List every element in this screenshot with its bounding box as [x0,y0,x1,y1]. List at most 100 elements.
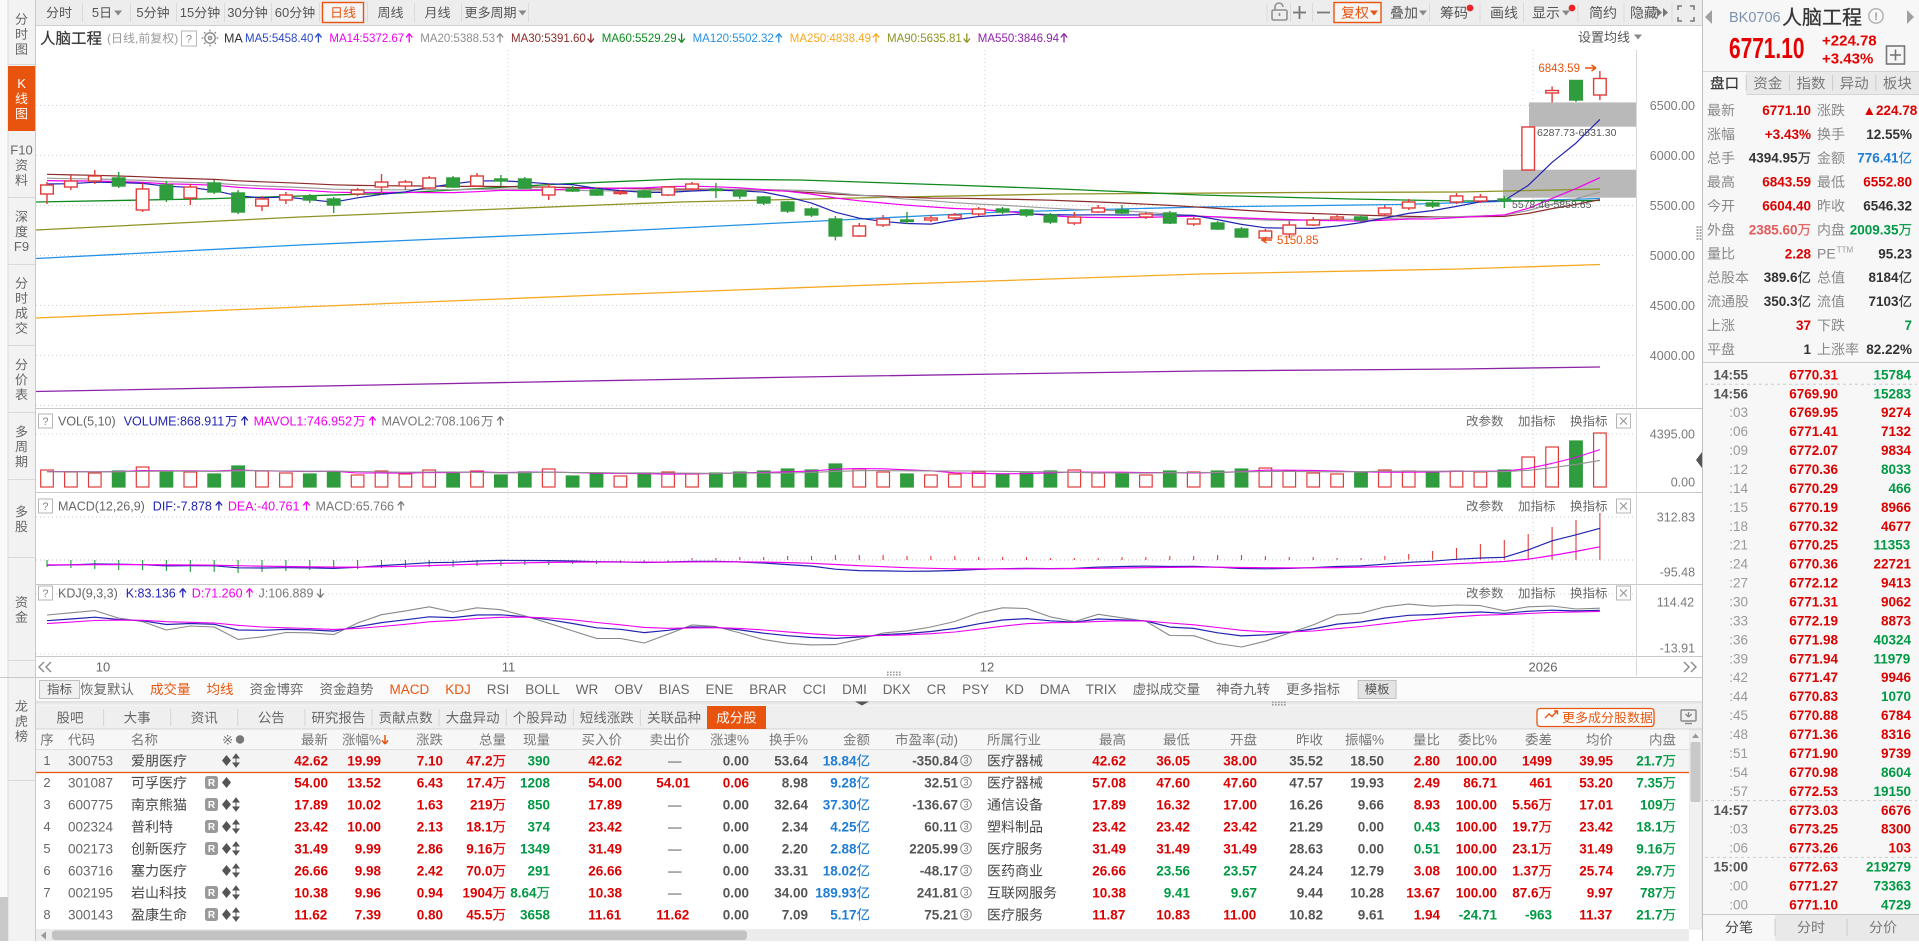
svg-text:CCI: CCI [803,682,826,697]
svg-text:4500.00: 4500.00 [1650,299,1695,313]
svg-text:600775: 600775 [68,797,113,812]
svg-text:1208: 1208 [520,775,551,790]
svg-text:6604.40: 6604.40 [1762,199,1811,214]
svg-text:17.89: 17.89 [588,797,622,812]
svg-text:0.06: 0.06 [723,775,750,790]
svg-text:6773.03: 6773.03 [1789,803,1838,818]
svg-text:6784: 6784 [1881,708,1912,723]
svg-text:ENE: ENE [706,682,734,697]
svg-text:▲224.78: ▲224.78 [1863,103,1918,118]
svg-text:1.94: 1.94 [1414,907,1441,922]
svg-text:12.79: 12.79 [1350,863,1384,878]
svg-text:28.63: 28.63 [1289,841,1323,856]
svg-text:17.89: 17.89 [294,797,328,812]
svg-text:5: 5 [43,841,50,856]
svg-text:29.7: 29.7 [1636,863,1662,878]
svg-text:0.00: 0.00 [723,797,749,812]
svg-text::12: :12 [1729,462,1748,477]
svg-text:MA5:5458.40: MA5:5458.40 [245,33,313,45]
svg-text:3: 3 [964,910,969,920]
svg-text:8604: 8604 [1881,765,1912,780]
svg-text:40324: 40324 [1874,632,1912,647]
svg-text:5578.46-5858.65: 5578.46-5858.65 [1512,199,1592,211]
svg-text:8033: 8033 [1881,462,1912,477]
svg-text::30: :30 [1729,595,1748,610]
svg-text:1349: 1349 [520,841,550,856]
svg-text:0.80: 0.80 [417,907,443,922]
svg-text:6843.59: 6843.59 [1762,175,1811,190]
svg-text:R: R [208,800,216,811]
svg-text:100.00: 100.00 [1456,841,1497,856]
svg-text:002173: 002173 [68,841,113,856]
svg-text::39: :39 [1729,651,1748,666]
svg-text:2.88: 2.88 [830,841,857,856]
svg-text:1070: 1070 [1881,689,1911,704]
svg-text:11353: 11353 [1874,538,1911,553]
svg-text:): ) [174,31,178,45]
svg-text:109: 109 [1640,797,1663,812]
svg-text:4.25: 4.25 [830,819,857,834]
svg-text:10.38: 10.38 [1092,885,1126,900]
svg-text:54.01: 54.01 [656,775,690,790]
svg-text:31.49: 31.49 [588,841,622,856]
svg-text:6: 6 [43,863,50,878]
svg-text:6771.94: 6771.94 [1789,651,1838,666]
svg-text:16.32: 16.32 [1156,797,1190,812]
svg-text:※: ※ [222,732,233,747]
svg-text:0.00: 0.00 [1358,841,1384,856]
svg-text:17.00: 17.00 [1223,797,1257,812]
svg-text::06: :06 [1729,841,1748,856]
svg-text:0.51: 0.51 [1414,841,1441,856]
svg-text:6770.36: 6770.36 [1789,462,1838,477]
svg-text:6770.19: 6770.19 [1789,500,1838,515]
svg-text:?: ? [42,416,48,428]
svg-text:2385.60: 2385.60 [1749,222,1798,237]
svg-text:R: R [208,778,216,789]
svg-text:6772.19: 6772.19 [1789,614,1838,629]
svg-text:350.3: 350.3 [1764,294,1798,309]
svg-text:21.29: 21.29 [1289,819,1323,834]
svg-text:37.30: 37.30 [823,797,857,812]
svg-text:389.6: 389.6 [1764,270,1798,285]
svg-text:D:71.260: D:71.260 [192,587,243,601]
svg-text:18.1: 18.1 [466,819,493,834]
svg-text:10.83: 10.83 [1156,907,1190,922]
svg-text:15283: 15283 [1874,386,1912,401]
svg-text:35.52: 35.52 [1289,753,1323,768]
svg-text:26.66: 26.66 [1092,863,1126,878]
svg-text:3: 3 [964,756,969,766]
svg-text:13.52: 13.52 [347,775,381,790]
svg-text:23.42: 23.42 [588,819,622,834]
svg-text:0.00: 0.00 [723,885,749,900]
svg-text:54.00: 54.00 [294,775,328,790]
svg-text:MAVOL2:708.106: MAVOL2:708.106 [382,415,480,429]
svg-text:9.67: 9.67 [1231,885,1257,900]
svg-text:18.84: 18.84 [823,753,857,768]
svg-text:0.00: 0.00 [723,753,749,768]
svg-text:7103: 7103 [1869,294,1900,309]
svg-text:300753: 300753 [68,753,113,768]
svg-text:100.00: 100.00 [1456,885,1497,900]
svg-text::18: :18 [1729,519,1748,534]
svg-text:32.64: 32.64 [774,797,808,812]
svg-text:3: 3 [964,866,969,876]
svg-text:8316: 8316 [1881,727,1912,742]
svg-text:30: 30 [227,5,241,20]
svg-text:6500.00: 6500.00 [1650,99,1695,113]
svg-text:—: — [668,819,682,834]
svg-text:8873: 8873 [1881,614,1912,629]
svg-text:103: 103 [1889,841,1912,856]
svg-text:11.62: 11.62 [294,907,327,922]
svg-text:86.71: 86.71 [1463,775,1497,790]
svg-text:11.00: 11.00 [1223,907,1256,922]
svg-text:60: 60 [275,5,289,20]
svg-text:9834: 9834 [1881,443,1912,458]
svg-text::24: :24 [1729,557,1748,572]
svg-text:14:57: 14:57 [1714,803,1749,818]
svg-text:3: 3 [964,844,969,854]
svg-text:2.49: 2.49 [1414,775,1440,790]
svg-text:9.16: 9.16 [1636,841,1663,856]
svg-text:!: ! [1874,11,1878,23]
svg-text::36: :36 [1729,632,1748,647]
svg-text:6843.59: 6843.59 [1538,63,1580,75]
